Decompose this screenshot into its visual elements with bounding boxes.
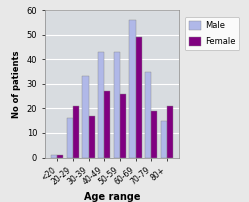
Bar bbox=[66, 118, 73, 158]
Bar bbox=[120, 94, 126, 158]
Bar bbox=[57, 155, 63, 158]
Bar bbox=[145, 72, 151, 158]
Bar bbox=[89, 116, 95, 158]
Bar bbox=[114, 52, 120, 158]
Bar bbox=[82, 77, 89, 158]
Bar bbox=[151, 111, 158, 158]
Legend: Male, Female: Male, Female bbox=[185, 17, 240, 50]
Bar bbox=[73, 106, 79, 158]
Bar bbox=[135, 37, 142, 158]
X-axis label: Age range: Age range bbox=[84, 192, 140, 202]
Bar bbox=[98, 52, 104, 158]
Bar bbox=[51, 155, 57, 158]
Bar bbox=[161, 121, 167, 158]
Bar bbox=[167, 106, 173, 158]
Bar bbox=[129, 20, 135, 158]
Y-axis label: No of patients: No of patients bbox=[12, 50, 21, 118]
Bar bbox=[104, 91, 111, 158]
